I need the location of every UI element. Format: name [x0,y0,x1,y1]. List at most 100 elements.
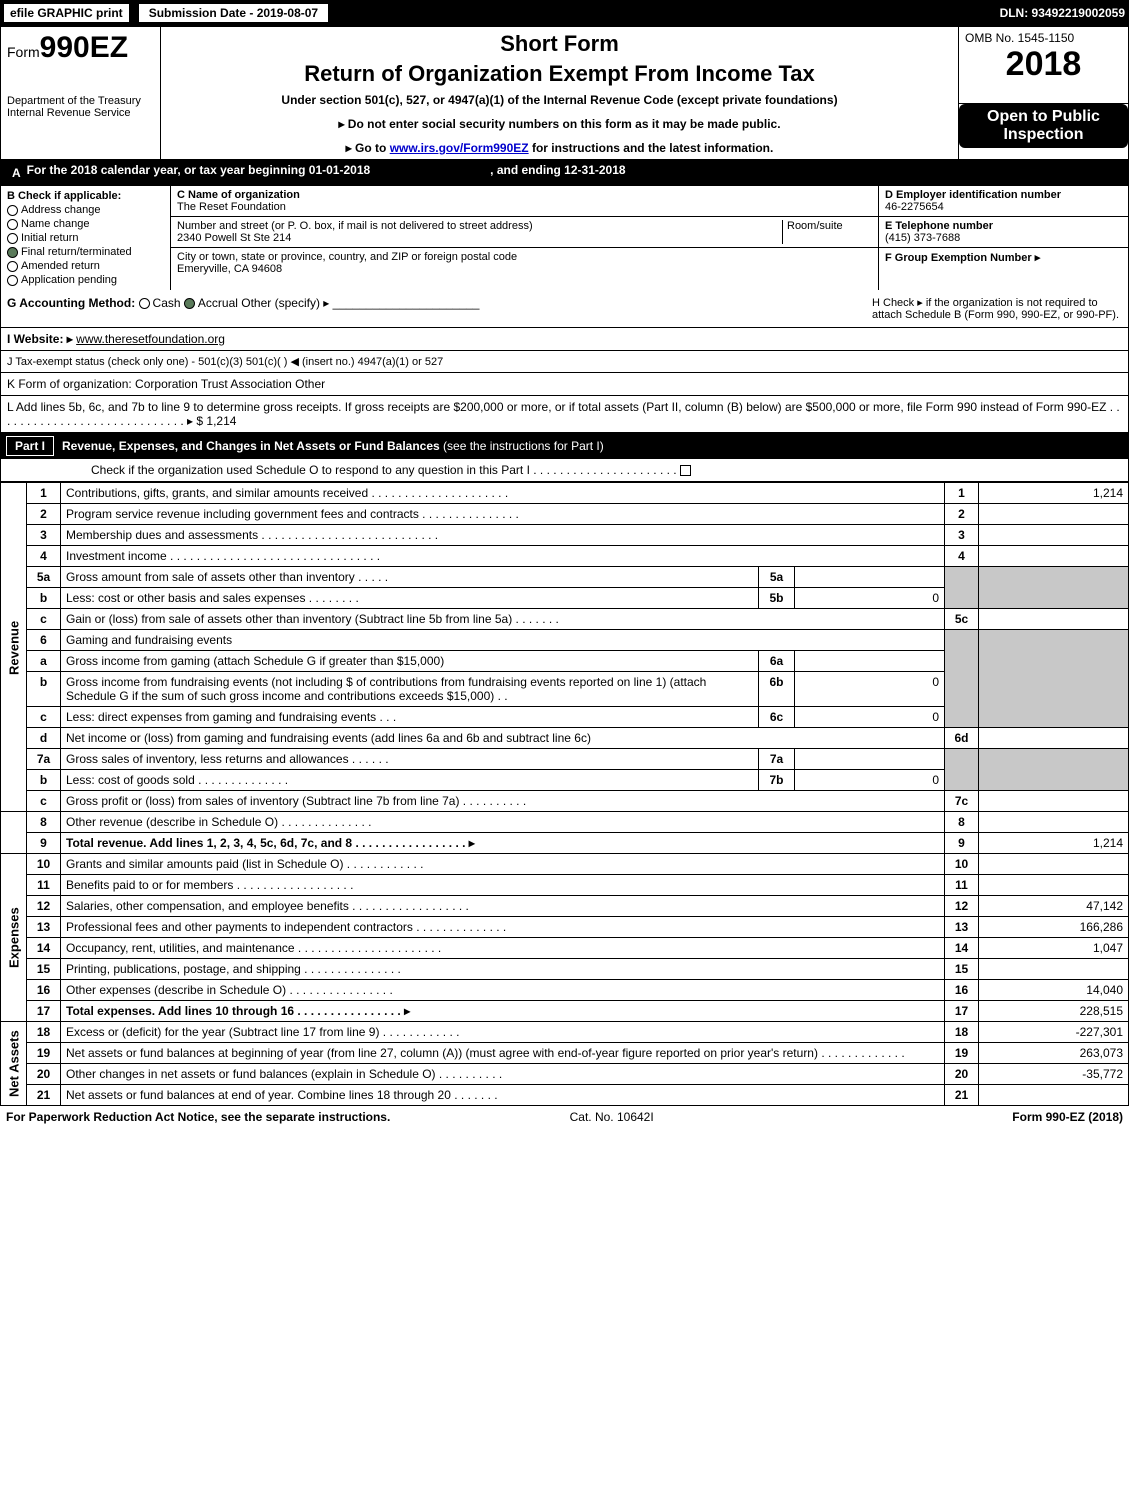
ln6b-num: b [27,672,61,707]
ln21-num: 21 [27,1085,61,1106]
ln4-num: 4 [27,546,61,567]
ln18-box: 18 [945,1022,979,1043]
ln14-desc: Occupancy, rent, utilities, and maintena… [61,938,945,959]
ln6c-desc: Less: direct expenses from gaming and fu… [61,707,759,728]
ln4-desc: Investment income . . . . . . . . . . . … [61,546,945,567]
irs-link[interactable]: www.irs.gov/Form990EZ [390,141,529,155]
submission-date: Submission Date - 2019-08-07 [139,4,328,22]
ln1-box: 1 [945,483,979,504]
ledger-table: Revenue 1 Contributions, gifts, grants, … [0,482,1129,1106]
ln7c-box: 7c [945,791,979,812]
ln8-num: 8 [27,812,61,833]
ln6a-num: a [27,651,61,672]
tax-year: 2018 [965,45,1122,84]
chk-name-change[interactable]: Name change [7,218,164,230]
ln14-box: 14 [945,938,979,959]
ln5a-mv [795,567,945,588]
chk-cash[interactable] [139,298,150,309]
ln11-box: 11 [945,875,979,896]
side-net-assets: Net Assets [1,1022,27,1106]
ln7b-m: 7b [759,770,795,791]
ln6b-desc: Gross income from fundraising events (no… [61,672,759,707]
ln6-gray [945,630,979,728]
ln5a-num: 5a [27,567,61,588]
ln18-desc: Excess or (deficit) for the year (Subtra… [61,1022,945,1043]
form-990ez: 990EZ [40,31,128,64]
col-def: D Employer identification number 46-2275… [878,186,1128,290]
ein: 46-2275654 [885,201,944,213]
j-text: J Tax-exempt status (check only one) - 5… [7,356,443,368]
part1-header: Part I Revenue, Expenses, and Changes in… [0,433,1129,459]
ln6d-val [979,728,1129,749]
f-label: F Group Exemption Number ▸ [885,252,1040,264]
ln7a-m: 7a [759,749,795,770]
ln5b-desc: Less: cost or other basis and sales expe… [61,588,759,609]
part1-checkbox[interactable] [680,465,691,476]
ln1-desc: Contributions, gifts, grants, and simila… [61,483,945,504]
paperwork-notice: For Paperwork Reduction Act Notice, see … [6,1110,390,1124]
ln11-val [979,875,1129,896]
chk-address-change[interactable]: Address change [7,204,164,216]
ln7a-num: 7a [27,749,61,770]
ln10-val [979,854,1129,875]
form-number: Form990EZ [7,31,154,65]
ln15-desc: Printing, publications, postage, and shi… [61,959,945,980]
ln6b-mv: 0 [795,672,945,707]
chk-application-pending[interactable]: Application pending [7,274,164,286]
ln6-desc: Gaming and fundraising events [61,630,945,651]
e-label: E Telephone number [885,220,993,232]
i-label: I Website: ▸ [7,332,73,346]
part1-hint: (see the instructions for Part I) [440,439,604,453]
ln12-num: 12 [27,896,61,917]
ln2-val [979,504,1129,525]
efile-print-button[interactable]: efile GRAPHIC print [4,4,129,22]
side-revenue: Revenue [1,483,27,812]
ln9-num: 9 [27,833,61,854]
ln3-val [979,525,1129,546]
row-a: A For the 2018 calendar year, or tax yea… [0,160,1129,186]
row-g-h: G Accounting Method: Cash Accrual Other … [0,290,1129,328]
city-val: Emeryville, CA 94608 [177,263,282,275]
other-specify: Other (specify) ▸ [241,296,329,310]
ln1-val: 1,214 [979,483,1129,504]
ln18-val: -227,301 [979,1022,1129,1043]
ln17-desc: Total expenses. Add lines 10 through 16 … [61,1001,945,1022]
ln6b-m: 6b [759,672,795,707]
ln15-val [979,959,1129,980]
ln8-desc: Other revenue (describe in Schedule O) .… [61,812,945,833]
ln7b-mv: 0 [795,770,945,791]
ln6a-m: 6a [759,651,795,672]
row-j: J Tax-exempt status (check only one) - 5… [0,351,1129,373]
ln2-box: 2 [945,504,979,525]
ln21-val [979,1085,1129,1106]
l-text: L Add lines 5b, 6c, and 7b to line 9 to … [7,400,1120,428]
ln12-val: 47,142 [979,896,1129,917]
chk-initial-return[interactable]: Initial return [7,232,164,244]
ln5a-m: 5a [759,567,795,588]
ln16-val: 14,040 [979,980,1129,1001]
ln21-desc: Net assets or fund balances at end of ye… [61,1085,945,1106]
ln6d-num: d [27,728,61,749]
website-url[interactable]: www.theresetfoundation.org [76,332,225,346]
row-a-ending: , and ending 12-31-2018 [490,163,625,183]
section-bcdef: B Check if applicable: Address change Na… [0,186,1129,290]
ln16-desc: Other expenses (describe in Schedule O) … [61,980,945,1001]
ln9-box: 9 [945,833,979,854]
row-k: K Form of organization: Corporation Trus… [0,373,1129,396]
row-i: I Website: ▸ www.theresetfoundation.org [0,328,1129,351]
ln5c-val [979,609,1129,630]
ln20-desc: Other changes in net assets or fund bala… [61,1064,945,1085]
ln6c-num: c [27,707,61,728]
room-suite: Room/suite [782,220,872,244]
ln19-num: 19 [27,1043,61,1064]
chk-final-return[interactable]: Final return/terminated [7,246,164,258]
chk-amended-return[interactable]: Amended return [7,260,164,272]
ln10-desc: Grants and similar amounts paid (list in… [61,854,945,875]
ln9-desc: Total revenue. Add lines 1, 2, 3, 4, 5c,… [61,833,945,854]
ln6-grayv [979,630,1129,728]
page-footer: For Paperwork Reduction Act Notice, see … [0,1106,1129,1128]
chk-accrual[interactable] [184,298,195,309]
ln15-box: 15 [945,959,979,980]
form-footer: Form 990-EZ (2018) [1012,1110,1123,1124]
under-section: Under section 501(c), 527, or 4947(a)(1)… [167,93,952,107]
